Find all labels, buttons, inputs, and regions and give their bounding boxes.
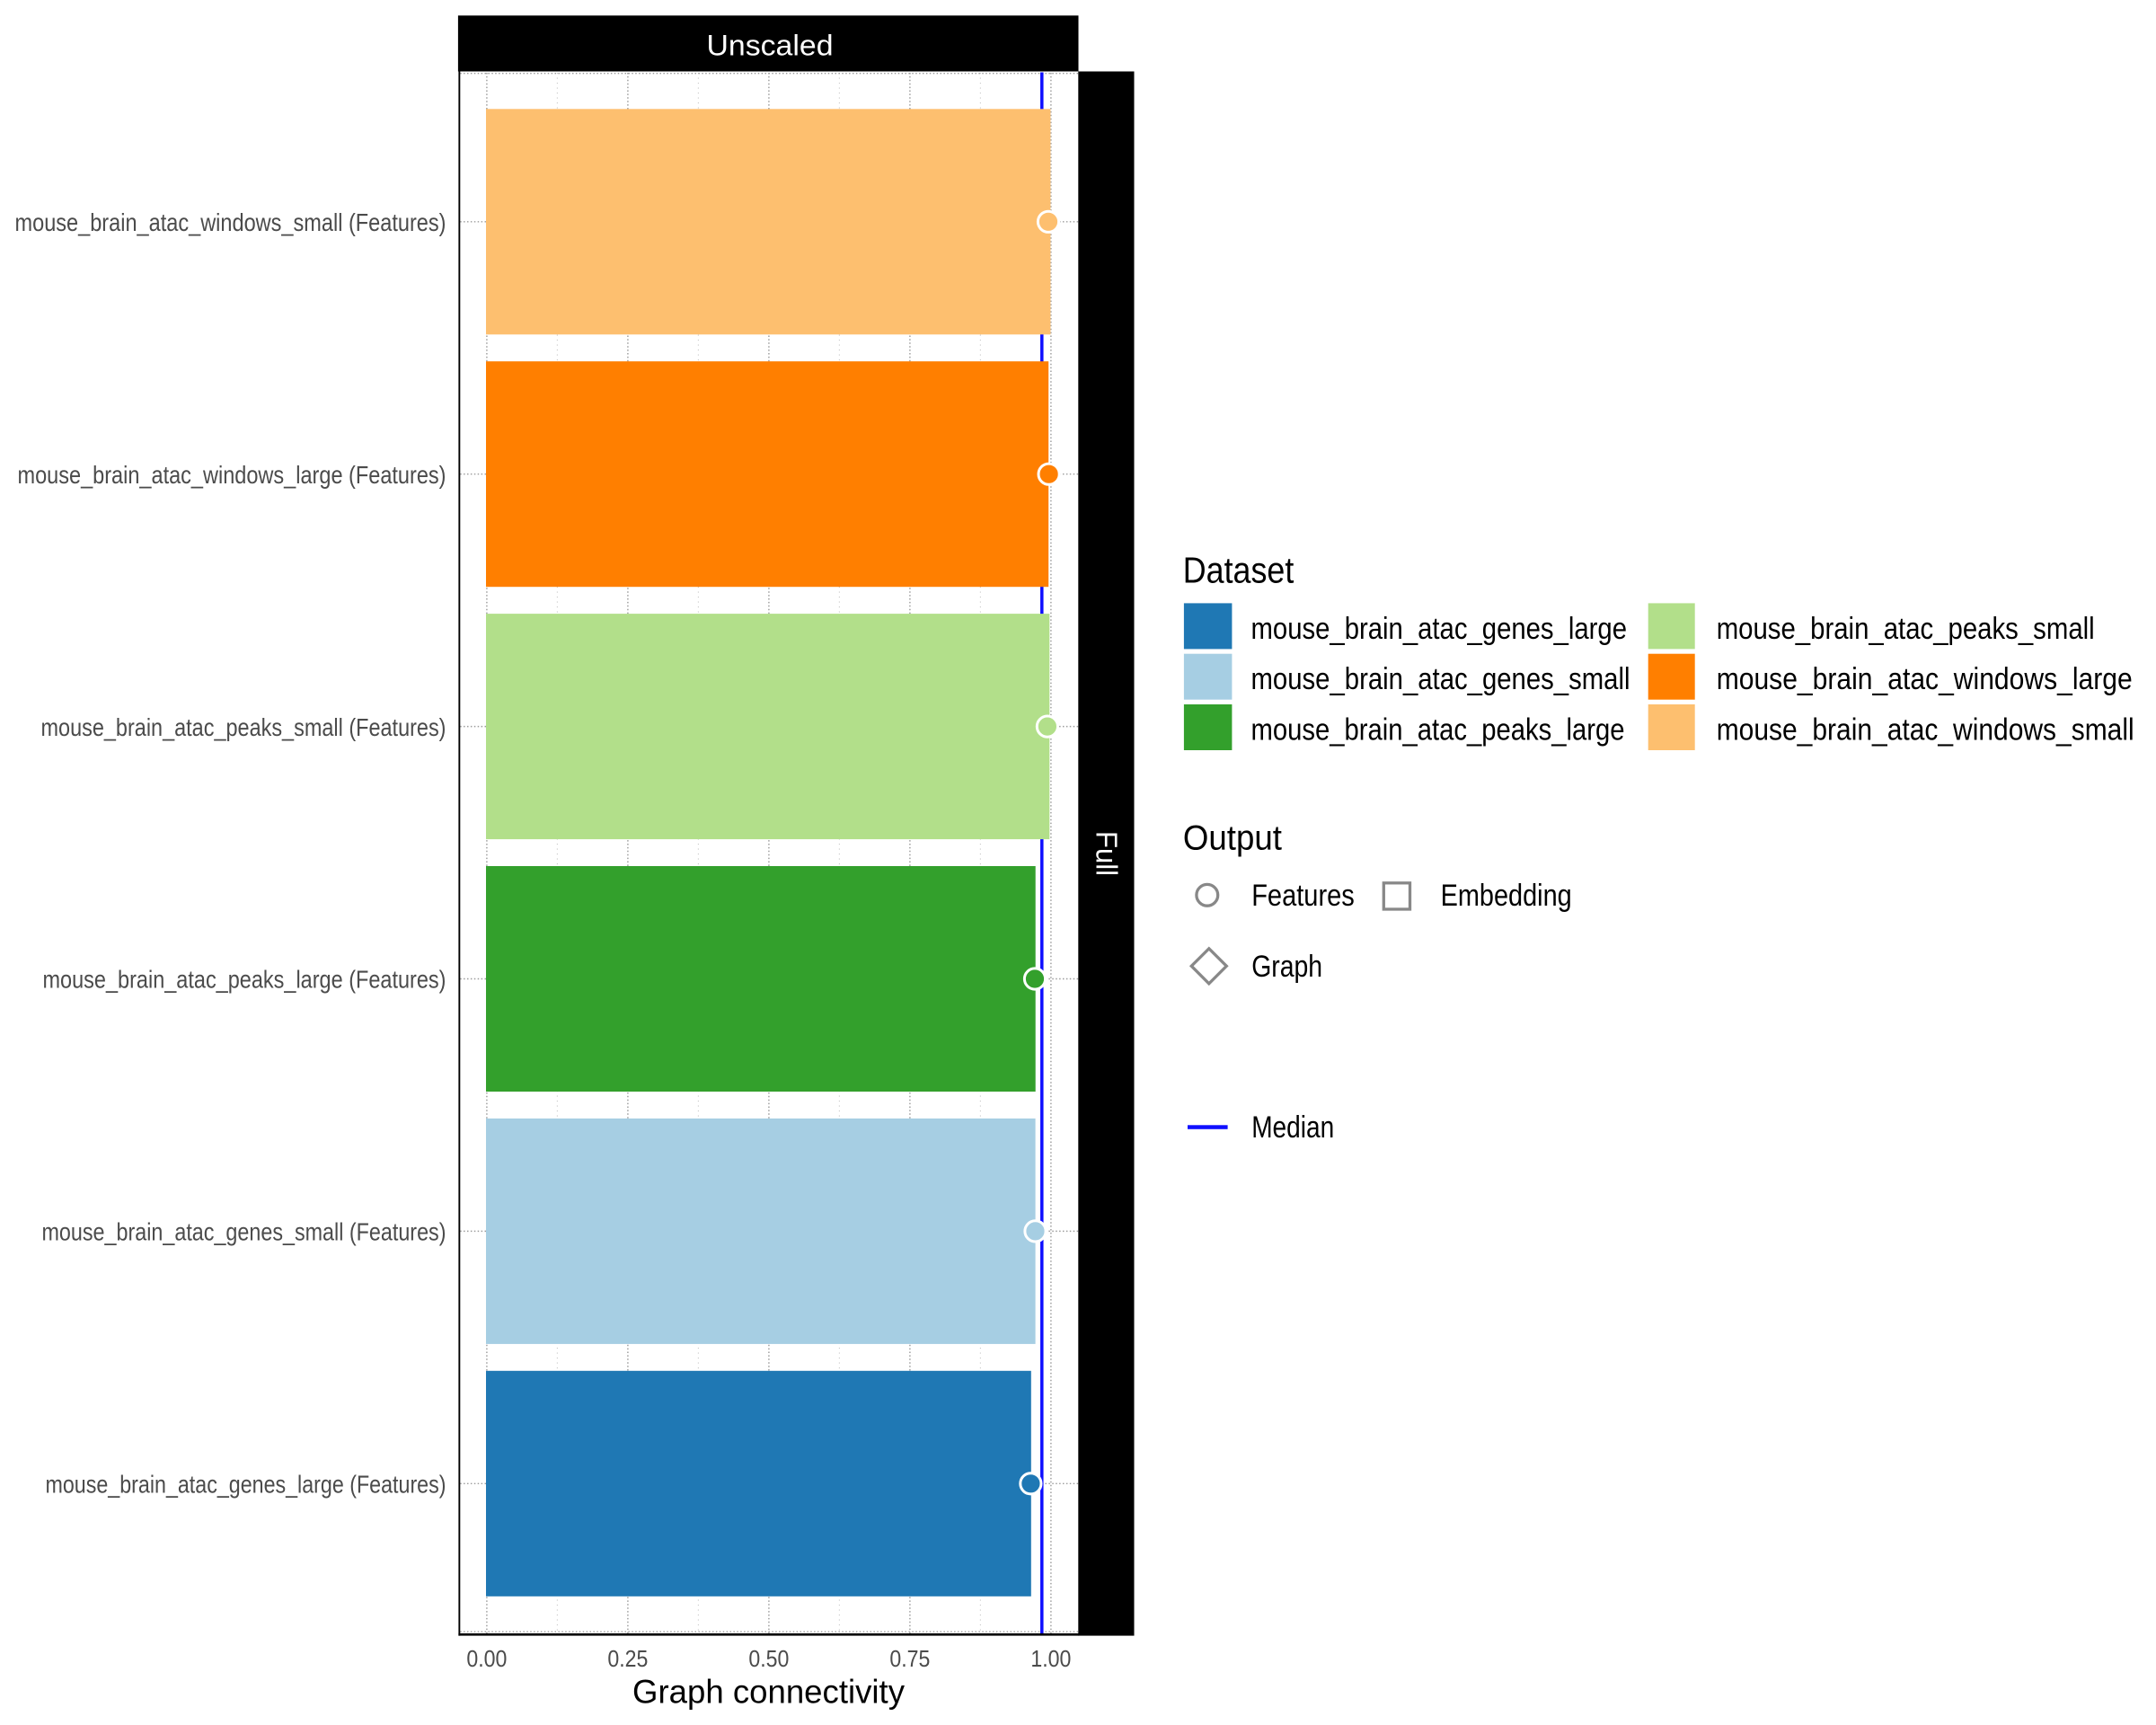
svg-text:mouse_brain_atac_windows_large: mouse_brain_atac_windows_large [1717, 662, 2133, 696]
svg-text:1.00: 1.00 [1030, 1647, 1071, 1672]
svg-text:mouse_brain_atac_peaks_large: mouse_brain_atac_peaks_large [1251, 713, 1625, 748]
svg-text:mouse_brain_atac_windows_large: mouse_brain_atac_windows_large (Features… [18, 461, 446, 489]
svg-text:mouse_brain_atac_peaks_small (: mouse_brain_atac_peaks_small (Features) [41, 713, 446, 741]
svg-text:mouse_brain_atac_genes_small: mouse_brain_atac_genes_small [1251, 662, 1630, 696]
svg-text:Features: Features [1251, 879, 1355, 913]
svg-text:Dataset: Dataset [1183, 550, 1294, 591]
svg-text:mouse_brain_atac_windows_small: mouse_brain_atac_windows_small (Features… [15, 208, 446, 236]
svg-text:0.00: 0.00 [466, 1647, 507, 1672]
svg-text:0.75: 0.75 [889, 1647, 930, 1672]
svg-text:mouse_brain_atac_peaks_small: mouse_brain_atac_peaks_small [1717, 612, 2095, 646]
svg-text:Graph: Graph [1251, 950, 1322, 984]
svg-text:0.25: 0.25 [607, 1647, 648, 1672]
svg-text:0.50: 0.50 [748, 1647, 789, 1672]
svg-text:Output: Output [1183, 818, 1282, 857]
svg-text:mouse_brain_atac_peaks_large (: mouse_brain_atac_peaks_large (Features) [43, 966, 446, 994]
svg-text:mouse_brain_atac_genes_small (: mouse_brain_atac_genes_small (Features) [42, 1218, 446, 1246]
svg-text:Graph connectivity: Graph connectivity [632, 1673, 905, 1711]
svg-text:Embedding: Embedding [1441, 879, 1572, 913]
svg-text:mouse_brain_atac_genes_large (: mouse_brain_atac_genes_large (Features) [46, 1471, 446, 1499]
svg-text:mouse_brain_atac_windows_small: mouse_brain_atac_windows_small [1717, 713, 2134, 748]
svg-text:Full: Full [1091, 831, 1124, 876]
svg-text:Median: Median [1251, 1110, 1334, 1145]
svg-text:Unscaled: Unscaled [707, 29, 834, 61]
svg-text:mouse_brain_atac_genes_large: mouse_brain_atac_genes_large [1251, 612, 1628, 646]
